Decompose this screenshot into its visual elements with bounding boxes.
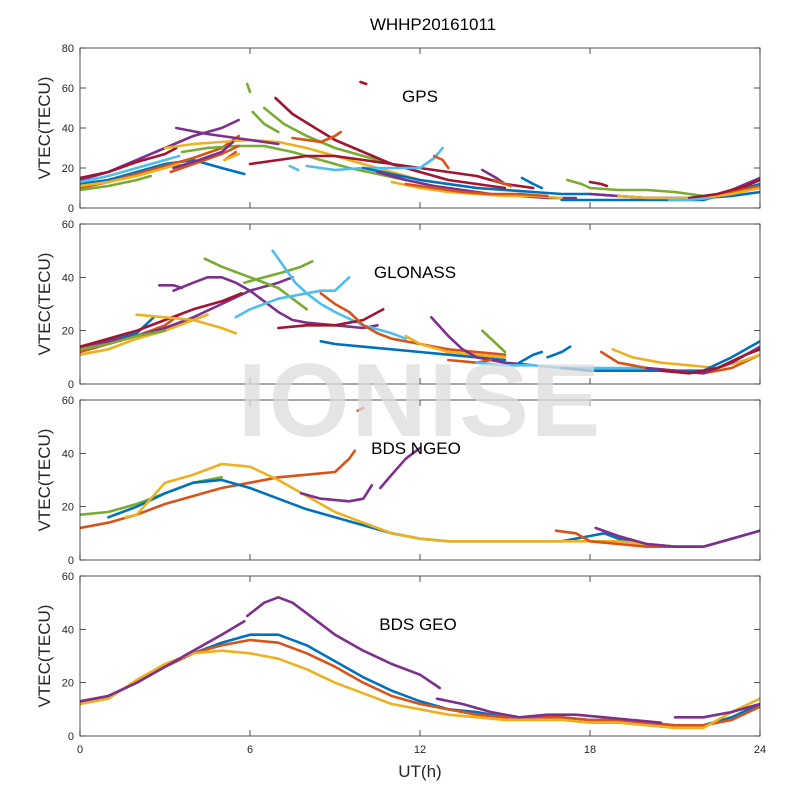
series-line-13 <box>245 82 252 94</box>
y-tick-label: 0 <box>68 203 74 215</box>
series-group <box>80 80 760 202</box>
series-line-28 <box>659 348 760 375</box>
x-tick-label: 12 <box>414 744 426 756</box>
y-axis-label: VTEC(TECU) <box>35 77 54 180</box>
figure-title: WHHP20161011 <box>370 15 496 34</box>
series-line-10 <box>203 257 308 311</box>
y-tick-label: 60 <box>62 83 74 95</box>
panel-3: 0 20 40 60 BDS NGEO VTEC(TECU) <box>35 395 761 567</box>
y-tick-label: 20 <box>62 678 74 690</box>
series-line-11 <box>243 260 314 284</box>
series-line-6 <box>435 697 663 724</box>
panel-title: BDS NGEO <box>371 439 461 458</box>
y-tick-label: 40 <box>62 272 74 284</box>
series-line-10 <box>180 144 408 182</box>
series-line-17 <box>404 334 507 359</box>
series-line-6 <box>80 154 181 184</box>
series-line-15 <box>251 110 280 134</box>
series-line-38 <box>687 178 760 200</box>
series-line-19 <box>248 154 535 190</box>
series-line-21 <box>305 146 444 172</box>
series-line-32 <box>566 178 705 198</box>
series-line-9 <box>175 126 280 146</box>
series-line-5 <box>245 596 442 690</box>
series-line-25 <box>611 348 760 370</box>
plot-area <box>80 48 760 208</box>
series-line-4 <box>80 620 246 703</box>
y-tick-label: 40 <box>62 448 74 460</box>
series-line-33 <box>588 180 609 188</box>
series-line-11 <box>169 144 240 174</box>
series-line-5 <box>80 174 153 192</box>
y-tick-label: 60 <box>62 219 74 231</box>
y-tick-label: 20 <box>62 502 74 514</box>
series-line-4 <box>124 462 705 548</box>
series-line-6 <box>379 446 422 490</box>
y-tick-label: 20 <box>62 326 74 338</box>
y-tick-label: 0 <box>68 731 74 743</box>
series-line-7 <box>80 146 178 180</box>
series-line-16 <box>274 96 507 190</box>
series-line-20 <box>291 130 342 144</box>
series-line-7 <box>673 702 760 719</box>
panel-title: BDS GEO <box>379 615 456 634</box>
y-tick-label: 40 <box>62 624 74 636</box>
series-line-23 <box>432 154 450 170</box>
series-line-19 <box>481 329 507 354</box>
x-tick-label: 0 <box>77 744 83 756</box>
x-axis-label: UT(h) <box>398 762 441 781</box>
series-line-23 <box>546 345 572 359</box>
x-tick-label: 6 <box>247 744 253 756</box>
series-group <box>80 249 760 375</box>
y-axis-label: VTEC(TECU) <box>35 605 54 708</box>
series-line-28 <box>404 182 549 198</box>
panel-title: GLONASS <box>374 263 456 282</box>
series-line-16 <box>319 340 507 362</box>
watermark: IONISE <box>238 343 603 459</box>
series-line-5 <box>80 329 167 351</box>
y-tick-label: 60 <box>62 571 74 583</box>
series-group <box>80 406 760 548</box>
panel-1: 0 20 40 60 80 GPS VTEC(TECU) <box>35 43 761 215</box>
series-line-6 <box>80 292 243 348</box>
series-line-18 <box>223 152 240 162</box>
series-line-30 <box>492 178 512 188</box>
series-line-14 <box>277 308 385 330</box>
series-line-5 <box>299 484 374 503</box>
panels: 020406080GPSVTEC(TECU)0204060GLONASSVTEC… <box>35 43 766 756</box>
y-tick-label: 80 <box>62 43 74 55</box>
x-tick-label: 18 <box>584 744 596 756</box>
series-group <box>80 596 760 730</box>
y-tick-label: 0 <box>68 555 74 567</box>
y-axis-label: VTEC(TECU) <box>35 429 54 532</box>
series-line-22 <box>288 164 300 172</box>
y-tick-label: 20 <box>62 163 74 175</box>
y-tick-label: 40 <box>62 123 74 135</box>
series-line-21 <box>517 350 544 364</box>
series-line-1 <box>80 158 246 186</box>
series-line-18 <box>430 316 535 367</box>
y-tick-label: 60 <box>62 395 74 407</box>
series-line-12 <box>172 140 235 170</box>
y-axis-label: VTEC(TECU) <box>35 253 54 356</box>
series-line-3 <box>80 649 760 730</box>
series-line-13 <box>271 249 408 340</box>
panel-4: 0 20 40 60 0 6 12 18 24 BDS GEO VTEC(TECU) <box>35 571 766 756</box>
series-line-39 <box>668 196 711 202</box>
series-line-9 <box>594 526 760 548</box>
series-line-3 <box>80 162 181 188</box>
plot-area <box>80 224 760 384</box>
panel-title: GPS <box>402 87 438 106</box>
series-line-7 <box>135 313 238 335</box>
series-line-3 <box>80 313 209 356</box>
series-line-7 <box>356 406 365 412</box>
panel-2: 0 20 40 60 GLONASS VTEC(TECU) <box>35 219 761 391</box>
y-tick-label: 0 <box>68 379 74 391</box>
plot-area <box>80 400 760 560</box>
x-tick-label: 24 <box>754 744 766 756</box>
series-line-31 <box>520 176 544 190</box>
series-line-24 <box>359 80 368 86</box>
